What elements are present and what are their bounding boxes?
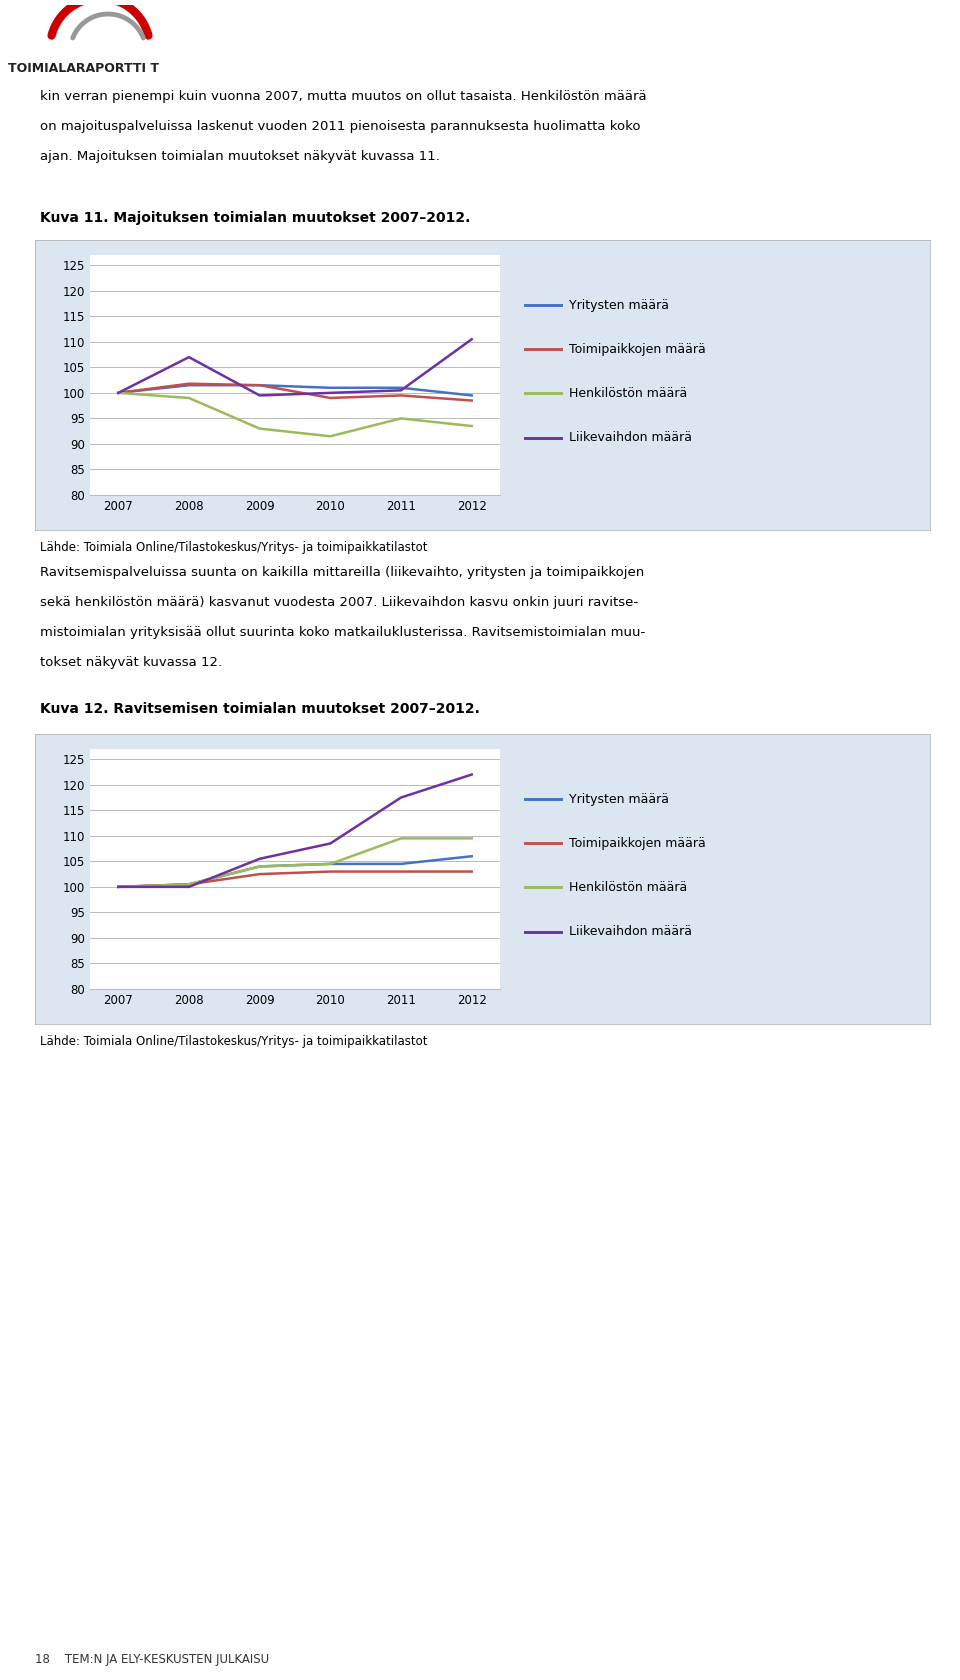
Text: kin verran pienempi kuin vuonna 2007, mutta muutos on ollut tasaista. Henkilöstö: kin verran pienempi kuin vuonna 2007, mu… — [40, 91, 647, 102]
Text: on majoituspalveluissa laskenut vuoden 2011 pienoisesta parannuksesta huolimatta: on majoituspalveluissa laskenut vuoden 2… — [40, 119, 640, 133]
Text: TOIMIALARAPORTTI T: TOIMIALARAPORTTI T — [8, 62, 159, 76]
Text: Toimipaikkojen määrä: Toimipaikkojen määrä — [569, 343, 706, 356]
Text: Liikevaihdon määrä: Liikevaihdon määrä — [569, 926, 692, 937]
Text: Kuva 11. Majoituksen toimialan muutokset 2007–2012.: Kuva 11. Majoituksen toimialan muutokset… — [40, 212, 470, 225]
Text: Toimipaikkojen määrä: Toimipaikkojen määrä — [569, 837, 706, 850]
Text: sekä henkilöstön määrä) kasvanut vuodesta 2007. Liikevaihdon kasvu onkin juuri r: sekä henkilöstön määrä) kasvanut vuodest… — [40, 596, 638, 610]
Text: Lähde: Toimiala Online/Tilastokeskus/Yritys- ja toimipaikkatilastot: Lähde: Toimiala Online/Tilastokeskus/Yri… — [40, 541, 427, 554]
Text: Yritysten määrä: Yritysten määrä — [569, 793, 669, 805]
Text: Liikevaihdon määrä: Liikevaihdon määrä — [569, 432, 692, 444]
Text: Ravitsemispalveluissa suunta on kaikilla mittareilla (liikevaihto, yritysten ja : Ravitsemispalveluissa suunta on kaikilla… — [40, 566, 644, 580]
Text: ajan. Majoituksen toimialan muutokset näkyvät kuvassa 11.: ajan. Majoituksen toimialan muutokset nä… — [40, 150, 440, 163]
Text: Henkilöstön määrä: Henkilöstön määrä — [569, 386, 687, 400]
Text: tokset näkyvät kuvassa 12.: tokset näkyvät kuvassa 12. — [40, 657, 222, 669]
Text: mistoimialan yrityksisää ollut suurinta koko matkailuklusterissa. Ravitsemistoim: mistoimialan yrityksisää ollut suurinta … — [40, 627, 645, 638]
Text: 18    TEM:N JA ELY-KESKUSTEN JULKAISU: 18 TEM:N JA ELY-KESKUSTEN JULKAISU — [35, 1653, 269, 1665]
Text: Yritysten määrä: Yritysten määrä — [569, 299, 669, 311]
Text: Lähde: Toimiala Online/Tilastokeskus/Yritys- ja toimipaikkatilastot: Lähde: Toimiala Online/Tilastokeskus/Yri… — [40, 1035, 427, 1048]
Text: Henkilöstön määrä: Henkilöstön määrä — [569, 880, 687, 894]
Text: Kuva 12. Ravitsemisen toimialan muutokset 2007–2012.: Kuva 12. Ravitsemisen toimialan muutokse… — [40, 702, 480, 716]
